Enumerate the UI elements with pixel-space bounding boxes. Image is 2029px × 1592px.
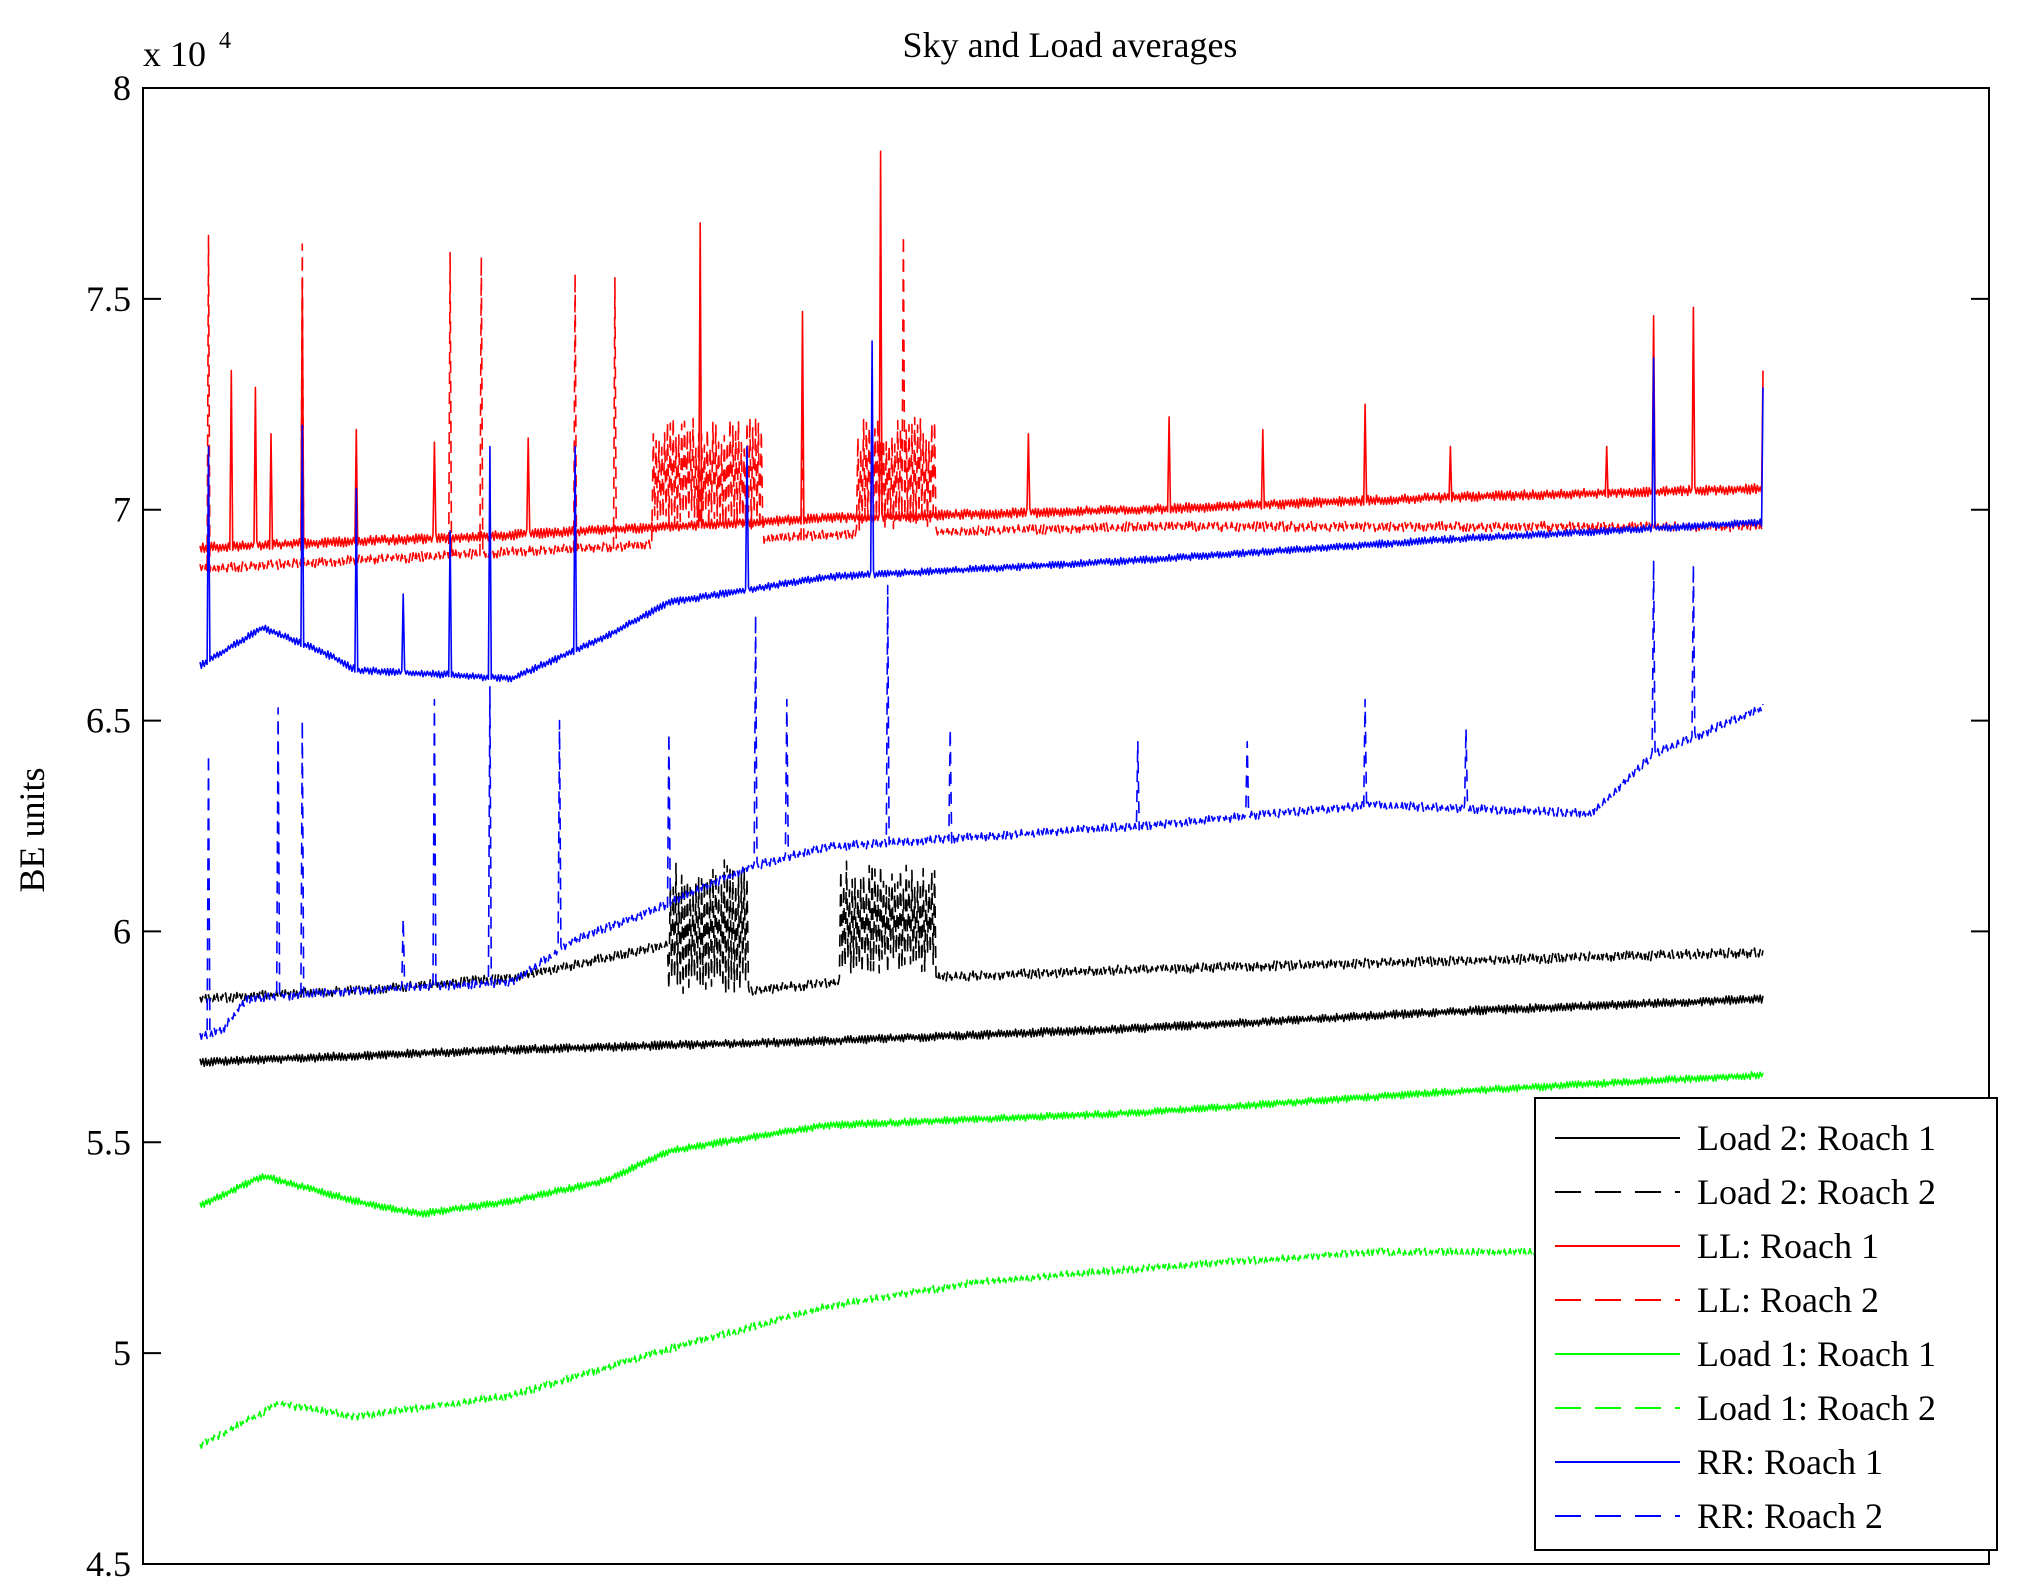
series-layer xyxy=(199,150,1764,1449)
y-tick-label: 5.5 xyxy=(86,1122,131,1162)
series-line-8 xyxy=(199,559,1764,1040)
y-axis-label: BE units xyxy=(12,767,52,892)
y-tick-label: 4.5 xyxy=(86,1544,131,1584)
legend-entry: LL: Roach 2 xyxy=(1697,1280,1879,1320)
series-line-3 xyxy=(199,150,1764,554)
series-line-4 xyxy=(199,234,1764,574)
y-tick-label: 6 xyxy=(113,911,131,951)
series-line-7 xyxy=(199,340,1764,683)
y-tick-label: 5 xyxy=(113,1333,131,1373)
legend-entry: Load 1: Roach 2 xyxy=(1697,1388,1936,1428)
y-ticks: 4.5 5 5.5 6 6.5 7 7.5 8 xyxy=(86,68,1989,1584)
legend: Load 2: Roach 1 Load 2: Roach 2 LL: Roach … xyxy=(1534,1097,1998,1551)
series-line-2 xyxy=(199,859,1764,1005)
legend-entry: LL: Roach 1 xyxy=(1697,1226,1879,1266)
legend-box xyxy=(1534,1097,1998,1551)
legend-entry: Load 2: Roach 2 xyxy=(1697,1172,1936,1212)
series-line-5 xyxy=(199,1070,1764,1218)
y-tick-label: 7 xyxy=(113,490,131,530)
chart-title: Sky and Load averages xyxy=(903,25,1238,65)
y-tick-label: 8 xyxy=(113,68,131,108)
y-tick-label: 7.5 xyxy=(86,279,131,319)
y-tick-label: 6.5 xyxy=(86,701,131,741)
legend-entry: Load 2: Roach 1 xyxy=(1697,1118,1936,1158)
legend-entry: RR: Roach 2 xyxy=(1697,1496,1883,1536)
y-multiplier: x 10 xyxy=(143,34,206,74)
legend-entry: RR: Roach 1 xyxy=(1697,1442,1883,1482)
plot-frame xyxy=(142,87,1990,1565)
legend-entry: Load 1: Roach 1 xyxy=(1697,1334,1936,1374)
series-line-6 xyxy=(199,1160,1764,1449)
legend-items: Load 2: Roach 1 Load 2: Roach 2 LL: Roach … xyxy=(1555,1118,1936,1536)
y-multiplier-exponent: 4 xyxy=(219,28,231,54)
series-line-1 xyxy=(199,994,1764,1068)
